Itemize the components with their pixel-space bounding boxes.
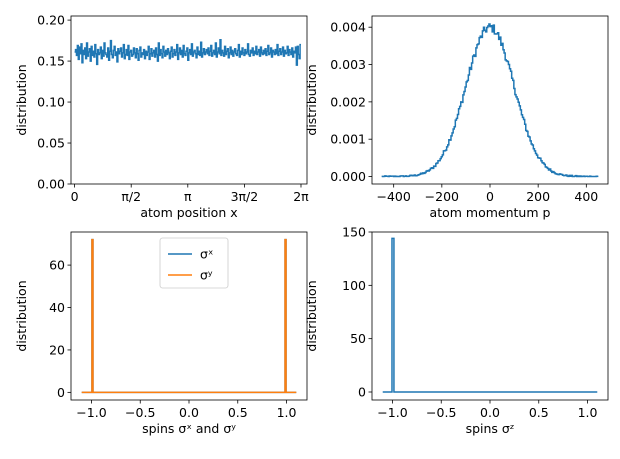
legend-box bbox=[159, 237, 229, 289]
x-tick-label: −1.0 bbox=[377, 405, 407, 420]
y-axis-label: distribution bbox=[304, 64, 319, 135]
y-tick-label: 0.002 bbox=[330, 94, 366, 109]
x-tick-label: 1.0 bbox=[578, 405, 598, 420]
plot-frame bbox=[371, 231, 609, 401]
y-tick-label: 0.004 bbox=[330, 20, 366, 35]
y-axis-label: distribution bbox=[304, 280, 319, 351]
x-axis-label: atom position x bbox=[140, 205, 237, 220]
x-tick-label: 0.5 bbox=[529, 405, 549, 420]
plot-frame bbox=[371, 15, 609, 185]
chart-panel-1: 0 π/2 π 3π/2 2π 0.00 0.05 0.10 0.15 0.20 atom posi… bbox=[14, 13, 309, 220]
x-tick-label: −1.0 bbox=[76, 405, 106, 420]
x-tick-label: 0.5 bbox=[228, 405, 248, 420]
x-tick-label: 400 bbox=[574, 189, 598, 204]
y-tick-label: 0 bbox=[57, 385, 65, 400]
series-line-1 bbox=[74, 39, 301, 66]
y-tick-label: 0.00 bbox=[37, 177, 65, 192]
x-tick-label: π bbox=[184, 189, 192, 204]
x-tick-label: 1.0 bbox=[277, 405, 297, 420]
y-tick-label: 0.15 bbox=[37, 54, 65, 69]
y-tick-label: 0.001 bbox=[330, 132, 366, 147]
x-tick-label: 200 bbox=[526, 189, 550, 204]
y-tick-label: 0.20 bbox=[37, 13, 65, 28]
x-tick-label: 2π bbox=[293, 189, 309, 204]
x-tick-label: −400 bbox=[377, 189, 411, 204]
x-axis-label: spins σᶻ bbox=[466, 421, 515, 436]
x-tick-label: 0.0 bbox=[179, 405, 199, 420]
y-tick-label: 50 bbox=[350, 331, 366, 346]
x-axis-label: atom momentum p bbox=[430, 205, 551, 220]
y-tick-label: 40 bbox=[49, 300, 65, 315]
plot-frame bbox=[70, 15, 308, 185]
x-tick-label: 0 bbox=[71, 189, 79, 204]
y-tick-label: 0.003 bbox=[330, 57, 366, 72]
y-tick-label: 0.000 bbox=[330, 169, 366, 184]
y-tick-label: 100 bbox=[342, 278, 366, 293]
series-line-1 bbox=[382, 237, 598, 393]
y-tick-label: 0 bbox=[358, 385, 366, 400]
chart-panel-2: −400 −200 0 200 400 0.000 0.001 0.002 0.003 0.004… bbox=[304, 15, 609, 220]
x-tick-label: −200 bbox=[425, 189, 459, 204]
y-tick-label: 0.10 bbox=[37, 95, 65, 110]
legend-entry: σʸ bbox=[200, 268, 213, 283]
x-tick-label: 3π/2 bbox=[231, 189, 259, 204]
x-tick-label: −0.5 bbox=[426, 405, 456, 420]
y-tick-label: 150 bbox=[342, 225, 366, 240]
x-tick-label: π/2 bbox=[121, 189, 141, 204]
y-tick-label: 60 bbox=[49, 258, 65, 273]
y-tick-label: 20 bbox=[49, 342, 65, 357]
y-axis-label: distribution bbox=[14, 64, 29, 135]
chart-panel-4: −1.0 −0.5 0.0 0.5 1.0 0 50 100 150 spins σᶻ distri… bbox=[304, 225, 609, 436]
x-tick-label: −0.5 bbox=[125, 405, 155, 420]
chart-panel-3: −1.0 −0.5 0.0 0.5 1.0 0 20 40 60 spins σˣ and σʸ d… bbox=[14, 231, 308, 436]
x-axis-label: spins σˣ and σʸ bbox=[142, 421, 236, 436]
y-tick-label: 0.05 bbox=[37, 136, 65, 151]
x-tick-label: 0 bbox=[486, 189, 494, 204]
x-tick-label: 0.0 bbox=[480, 405, 500, 420]
legend-entry: σˣ bbox=[200, 247, 213, 262]
series-line-1 bbox=[381, 23, 599, 178]
series-line-2 bbox=[81, 238, 297, 394]
y-axis-label: distribution bbox=[14, 280, 29, 351]
